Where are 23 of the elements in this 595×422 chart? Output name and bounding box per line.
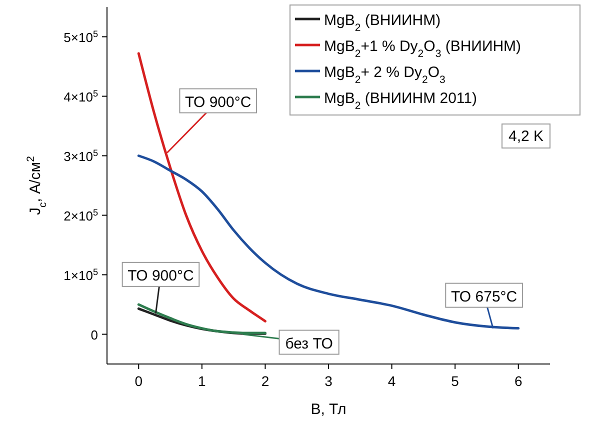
annotation: ТО 900°C bbox=[128, 267, 194, 284]
x-tick-label: 0 bbox=[134, 373, 143, 389]
annotation: 4,2 K bbox=[508, 128, 544, 145]
x-tick-label: 1 bbox=[198, 373, 206, 389]
x-tick-label: 2 bbox=[261, 373, 270, 389]
legend-label: MgB$_{2}$+ 2 % Dy$_{2}$O$_{3}$ bbox=[324, 64, 446, 86]
y-tick-label: 5×10$^{5}$ bbox=[64, 28, 98, 45]
y-tick-label: 2×10$^{5}$ bbox=[64, 207, 98, 224]
y-tick-label: 3×10$^{5}$ bbox=[64, 148, 98, 164]
legend-label: MgB$_{2}$ (ВНИИНМ 2011) bbox=[324, 90, 477, 112]
y-tick-label: 1×10$^{5}$ bbox=[64, 266, 98, 283]
annotation: ТО 675°C bbox=[450, 288, 518, 306]
x-tick-label: 4 bbox=[388, 373, 396, 389]
annotation: без ТО bbox=[285, 335, 333, 352]
legend-label: MgB$_{2}$+1 % Dy$_{2}$O$_{3}$ (ВНИИНМ) bbox=[324, 38, 522, 60]
x-tick-label: 5 bbox=[451, 373, 460, 389]
y-tick-label: 0 bbox=[90, 327, 98, 342]
annotation: ТО 900°C bbox=[185, 94, 252, 111]
x-tick-label: 3 bbox=[324, 373, 333, 389]
x-axis-title: B, Тл bbox=[310, 401, 346, 418]
x-tick-label: 6 bbox=[514, 373, 522, 389]
legend-label: MgB$_{2}$ (ВНИИНМ) bbox=[324, 12, 441, 34]
y-tick-label: 4×10$^{5}$ bbox=[64, 88, 98, 104]
